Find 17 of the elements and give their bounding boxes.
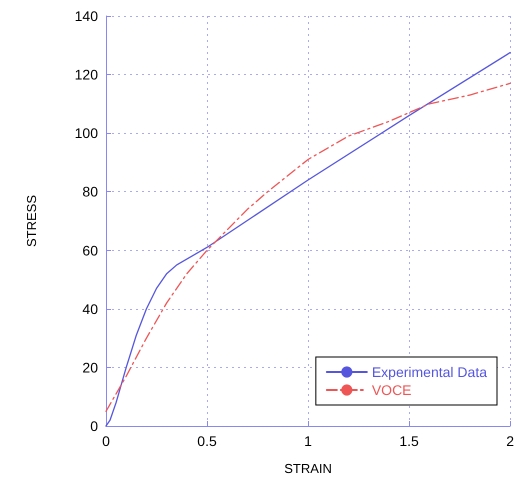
x-tick-label: 2 xyxy=(506,433,514,449)
y-tick-label: 0 xyxy=(90,418,98,434)
y-axis-title: STRESS xyxy=(24,194,39,248)
y-tick-label: 100 xyxy=(74,125,98,142)
y-tick-label: 140 xyxy=(74,8,98,24)
x-tick-label: 0.5 xyxy=(197,433,217,449)
legend-label: VOCE xyxy=(372,382,412,398)
x-tick-label: 0 xyxy=(102,433,110,449)
y-tick-label: 20 xyxy=(82,359,98,376)
y-tick-label: 80 xyxy=(82,184,98,200)
y-tick-label: 40 xyxy=(82,300,98,317)
x-tick-label: 1 xyxy=(304,433,312,449)
y-tick-label: 60 xyxy=(82,242,98,258)
y-tick-label: 120 xyxy=(74,66,98,83)
x-tick-label: 1.5 xyxy=(399,433,420,449)
legend-label: Experimental Data xyxy=(372,364,488,380)
x-axis-title: STRAIN xyxy=(284,461,332,476)
